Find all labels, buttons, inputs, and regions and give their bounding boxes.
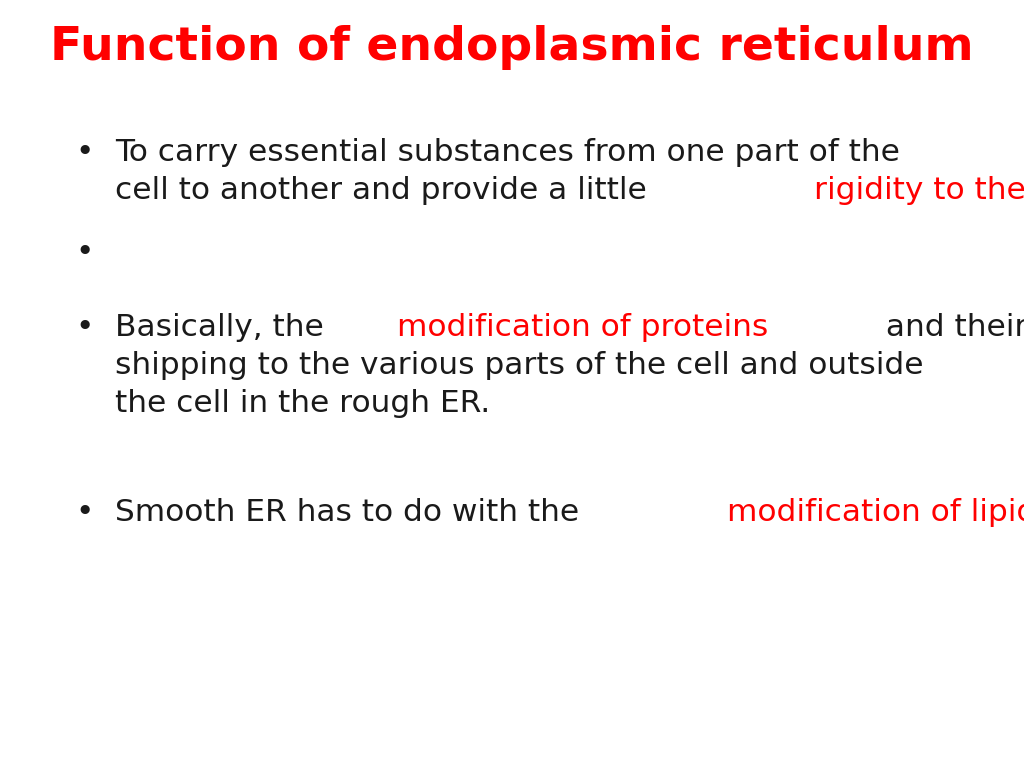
Text: •: • bbox=[75, 238, 93, 267]
Text: To carry essential substances from one part of the: To carry essential substances from one p… bbox=[115, 138, 900, 167]
Text: modification of proteins: modification of proteins bbox=[397, 313, 768, 342]
Text: the cell in the rough ER.: the cell in the rough ER. bbox=[115, 389, 490, 418]
Text: Function of endoplasmic reticulum: Function of endoplasmic reticulum bbox=[50, 25, 974, 71]
Text: modification of lipids: modification of lipids bbox=[727, 498, 1024, 527]
Text: cell to another and provide a little: cell to another and provide a little bbox=[115, 176, 656, 205]
Text: •: • bbox=[75, 313, 93, 342]
Text: •: • bbox=[75, 498, 93, 527]
Text: •: • bbox=[75, 138, 93, 167]
Text: rigidity to the cell: rigidity to the cell bbox=[814, 176, 1024, 205]
Text: Basically, the: Basically, the bbox=[115, 313, 334, 342]
Text: and their: and their bbox=[877, 313, 1024, 342]
Text: shipping to the various parts of the cell and outside: shipping to the various parts of the cel… bbox=[115, 351, 924, 380]
Text: Smooth ER has to do with the: Smooth ER has to do with the bbox=[115, 498, 589, 527]
